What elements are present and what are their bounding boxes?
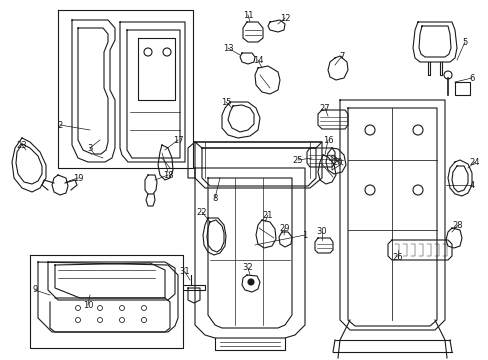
Circle shape (247, 279, 253, 285)
Text: 6: 6 (468, 73, 474, 82)
Text: 10: 10 (82, 301, 93, 310)
Text: 7: 7 (339, 51, 344, 60)
Text: 19: 19 (73, 174, 83, 183)
Text: 11: 11 (242, 10, 253, 19)
Text: 5: 5 (462, 37, 467, 46)
Text: 13: 13 (222, 44, 233, 53)
Text: 9: 9 (32, 285, 38, 294)
Text: 25: 25 (292, 156, 303, 165)
Text: 1: 1 (302, 230, 307, 239)
Text: 16: 16 (322, 135, 333, 144)
Text: 17: 17 (172, 135, 183, 144)
Text: 12: 12 (279, 14, 290, 23)
Text: 20: 20 (332, 158, 343, 166)
Text: 14: 14 (252, 55, 263, 64)
Text: 32: 32 (242, 264, 253, 273)
Text: 22: 22 (196, 207, 207, 216)
Text: 24: 24 (469, 158, 479, 166)
Text: 30: 30 (316, 228, 326, 237)
Text: 18: 18 (163, 171, 173, 180)
Text: 29: 29 (279, 224, 290, 233)
Text: 31: 31 (179, 267, 190, 276)
Text: 26: 26 (392, 253, 403, 262)
Text: 8: 8 (212, 194, 217, 202)
Text: 23: 23 (17, 140, 27, 149)
Text: 3: 3 (87, 144, 93, 153)
Text: 27: 27 (319, 104, 329, 112)
Text: 21: 21 (262, 211, 273, 220)
Text: 28: 28 (452, 220, 462, 230)
Text: 15: 15 (220, 98, 231, 107)
Text: 2: 2 (57, 121, 62, 130)
Text: 4: 4 (468, 180, 474, 189)
